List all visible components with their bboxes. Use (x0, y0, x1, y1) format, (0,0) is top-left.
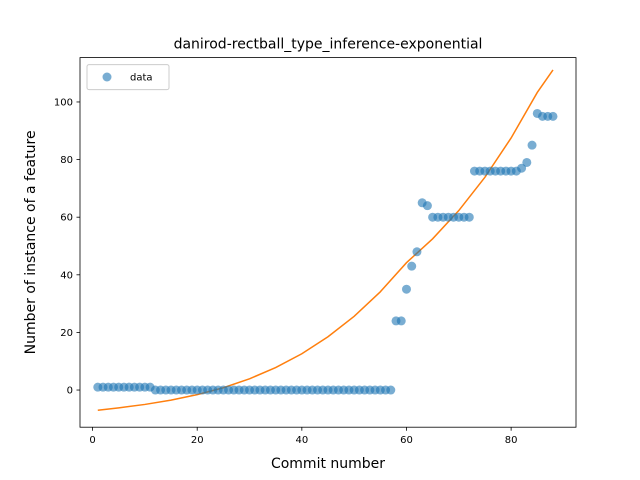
data-point (386, 385, 396, 395)
y-tick-label: 20 (60, 328, 73, 339)
x-axis-label: Commit number (271, 456, 385, 472)
axes-frame (79, 57, 577, 428)
data-point (401, 284, 411, 294)
plot-area (93, 69, 558, 411)
y-tick-label: 100 (54, 97, 73, 108)
y-tick-label: 80 (60, 155, 73, 166)
y-axis-label: Number of instance of a feature (23, 130, 39, 354)
legend-label-data: data (130, 73, 153, 84)
data-point (464, 212, 474, 222)
legend-box (86, 64, 170, 91)
data-point (412, 247, 422, 257)
data-point (396, 316, 406, 326)
y-tick-label: 40 (60, 270, 73, 281)
data-point (422, 201, 432, 211)
x-tick-label: 20 (191, 435, 204, 446)
data-point (527, 140, 537, 150)
y-ticks: 0 20 40 60 80 100 (54, 97, 80, 397)
fit-line (97, 69, 554, 411)
data-point (517, 163, 527, 173)
data-point (407, 261, 417, 271)
x-tick-label: 0 (89, 435, 95, 446)
chart-title: danirod-rectball_type_inference-exponent… (174, 37, 483, 53)
y-tick-label: 0 (67, 386, 73, 397)
legend-marker-data (102, 72, 112, 82)
x-tick-label: 40 (295, 435, 308, 446)
legend: data (86, 64, 170, 91)
data-point (522, 157, 532, 167)
x-tick-label: 60 (400, 435, 413, 446)
x-tick-label: 80 (505, 435, 518, 446)
y-tick-label: 60 (60, 213, 73, 224)
x-ticks: 0 20 40 60 80 (89, 427, 517, 446)
data-point (548, 111, 558, 121)
